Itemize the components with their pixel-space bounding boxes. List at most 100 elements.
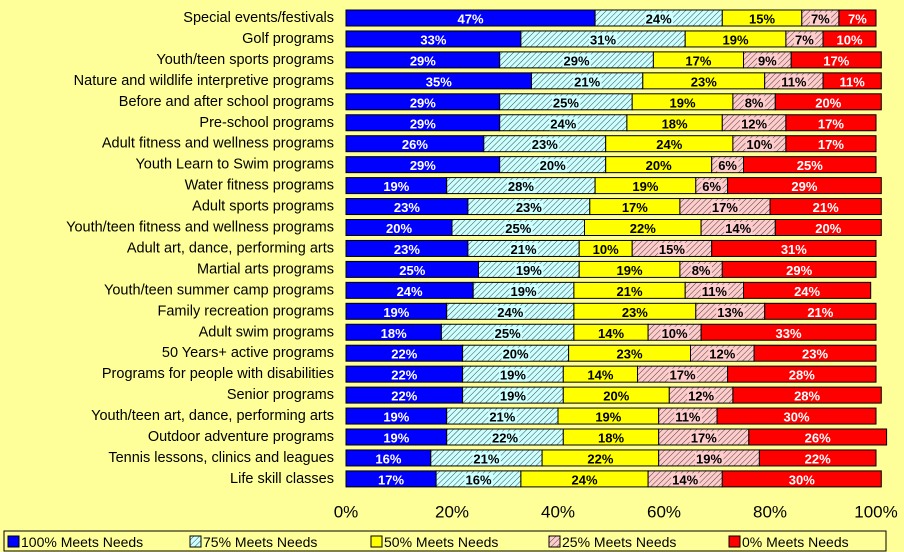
data-label: 16%: [375, 451, 401, 466]
data-label: 8%: [745, 95, 764, 110]
y-tick-label: Pre-school programs: [199, 115, 334, 131]
data-label: 21%: [813, 200, 839, 215]
legend-swatch: [7, 535, 20, 548]
data-label: 29%: [410, 53, 436, 68]
data-label: 23%: [394, 242, 420, 257]
data-label: 29%: [410, 116, 436, 131]
data-label: 17%: [622, 200, 648, 215]
data-label-bg: [514, 201, 544, 215]
bar-segment: [727, 365, 877, 383]
data-label-bg: [509, 242, 538, 256]
data-label: 17%: [378, 472, 404, 487]
data-label: 33%: [420, 32, 446, 47]
data-label: 13%: [717, 305, 743, 320]
bar-segment: [769, 198, 882, 216]
data-label-bg: [472, 452, 501, 466]
data-label: 29%: [786, 263, 812, 278]
data-label: 31%: [590, 32, 616, 47]
data-label: 21%: [807, 305, 833, 320]
data-label: 21%: [489, 410, 515, 425]
data-label: 14%: [598, 326, 624, 341]
data-label: 21%: [511, 242, 537, 257]
bar-segment: [743, 156, 877, 174]
data-label: 25%: [399, 263, 425, 278]
data-label-bg: [710, 201, 740, 215]
data-label: 23%: [394, 200, 420, 215]
data-label: 24%: [571, 472, 597, 487]
data-label: 15%: [659, 242, 685, 257]
data-label: 11%: [702, 284, 728, 299]
data-label: 28%: [794, 389, 820, 404]
x-tick-label: 80%: [753, 503, 787, 522]
y-tick-label: Before and after school programs: [119, 94, 334, 110]
bar-segment: [711, 239, 877, 257]
data-label: 19%: [670, 95, 696, 110]
data-label: 6%: [718, 158, 737, 173]
bar-segment: [700, 323, 877, 341]
data-label: 18%: [381, 326, 407, 341]
data-label: 19%: [723, 32, 749, 47]
data-label: 21%: [574, 74, 600, 89]
y-tick-label: Adult sports programs: [192, 199, 334, 215]
data-label-bg: [794, 33, 816, 47]
data-label: 21%: [473, 451, 499, 466]
data-label: 19%: [516, 263, 542, 278]
data-label: 33%: [776, 326, 802, 341]
bar-segment: [716, 407, 877, 425]
data-label: 25%: [505, 221, 531, 236]
data-label: 20%: [646, 158, 672, 173]
data-label: 19%: [383, 179, 409, 194]
data-label-bg: [687, 389, 716, 403]
data-label: 12%: [741, 116, 767, 131]
data-label: 29%: [791, 179, 817, 194]
data-label-bg: [780, 75, 808, 89]
y-tick-label: Adult swim programs: [199, 324, 334, 340]
x-tick-label: 100%: [854, 503, 897, 522]
data-label: 14%: [725, 221, 751, 236]
legend-label: 25% Meets Needs: [562, 534, 676, 550]
data-label: 47%: [458, 12, 484, 27]
data-label-bg: [700, 284, 729, 298]
data-label: 26%: [402, 137, 428, 152]
data-label-bg: [573, 75, 602, 89]
data-label-bg: [549, 117, 578, 131]
data-label: 23%: [532, 137, 558, 152]
bar-segment: [838, 9, 877, 27]
data-label-bg: [498, 368, 528, 382]
x-tick-label: 20%: [435, 503, 469, 522]
data-label-bg: [671, 473, 700, 487]
bar-segment: [721, 260, 877, 278]
data-label: 25%: [495, 326, 521, 341]
bar-segment: [785, 135, 877, 153]
y-tick-label: Martial arts programs: [197, 261, 334, 277]
y-tick-label: Golf programs: [242, 31, 334, 47]
y-tick-label: Water fitness programs: [185, 178, 334, 194]
data-label-bg: [509, 284, 538, 298]
data-label: 19%: [595, 410, 621, 425]
data-label-bg: [551, 96, 581, 110]
y-tick-label: Tennis lessons, clinics and leagues: [108, 450, 334, 466]
data-label-bg: [490, 431, 520, 445]
data-label: 24%: [397, 284, 423, 299]
data-label-bg: [701, 180, 723, 194]
data-label: 24%: [646, 12, 672, 27]
data-label: 19%: [500, 368, 526, 383]
legend-swatch: [548, 535, 561, 548]
legend-box: [3, 530, 887, 552]
x-tick-label: 60%: [647, 503, 681, 522]
data-label-bg: [498, 389, 528, 403]
data-label: 12%: [709, 347, 735, 362]
y-tick-label: Youth/teen fitness and wellness programs: [66, 220, 334, 236]
data-label: 22%: [630, 221, 656, 236]
data-label: 24%: [656, 137, 682, 152]
data-label: 10%: [593, 242, 619, 257]
data-label: 30%: [783, 410, 809, 425]
data-label: 14%: [672, 472, 698, 487]
bar-segment: [774, 93, 882, 111]
data-label-bg: [708, 347, 737, 361]
data-label-bg: [717, 159, 739, 173]
data-label: 11%: [839, 74, 865, 89]
data-label: 22%: [391, 389, 417, 404]
data-label: 28%: [508, 179, 534, 194]
